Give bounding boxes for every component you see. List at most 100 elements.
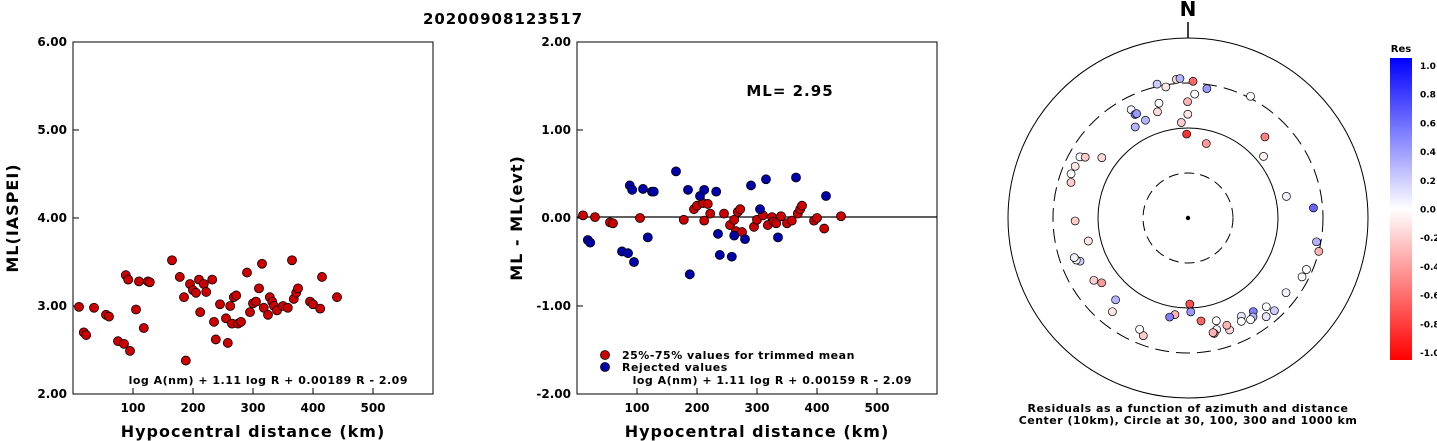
station-point bbox=[1066, 169, 1076, 179]
station-point bbox=[1201, 139, 1211, 148]
data-point bbox=[317, 272, 327, 282]
data-point bbox=[257, 258, 267, 269]
station-point bbox=[1070, 161, 1080, 171]
data-point bbox=[236, 316, 246, 327]
y-tick-label: 0.00 bbox=[541, 211, 571, 225]
station-point bbox=[1153, 107, 1162, 117]
data-point bbox=[174, 272, 185, 282]
y-tick-group: -2.00 -1.00 0.00 1.00 2.00 bbox=[536, 35, 583, 401]
data-point bbox=[623, 248, 633, 259]
data-point bbox=[776, 211, 786, 222]
y-tick-label: 4.00 bbox=[37, 211, 67, 225]
ring-1000km bbox=[1007, 37, 1369, 399]
station-point bbox=[1260, 132, 1270, 142]
data-point bbox=[786, 215, 797, 226]
data-point bbox=[242, 267, 252, 278]
station-point bbox=[1152, 79, 1162, 89]
legend-label-rejected: Rejected values bbox=[622, 361, 728, 374]
station-point bbox=[1261, 312, 1271, 321]
colorbar-tick-label: 0.8 bbox=[1420, 91, 1436, 101]
data-point bbox=[714, 250, 725, 260]
data-point bbox=[231, 290, 242, 301]
station-point bbox=[1135, 324, 1144, 334]
station-point bbox=[1246, 315, 1255, 325]
north-label: N bbox=[1180, 0, 1197, 21]
data-point bbox=[263, 309, 273, 320]
x-tick-label: 200 bbox=[180, 401, 205, 415]
data-point bbox=[812, 213, 822, 223]
station-point bbox=[1222, 320, 1232, 330]
data-point bbox=[746, 180, 756, 191]
data-point bbox=[699, 215, 710, 226]
colorbar-tick-label: -0.8 bbox=[1420, 320, 1437, 330]
data-point bbox=[254, 283, 264, 294]
residual-colorbar: Res 1.0 0.8 0.6 0.4 0.2 0.0 -0.2 -0.4 -0.6 -0.8 -1… bbox=[1390, 44, 1437, 360]
data-point bbox=[293, 283, 303, 294]
data-point bbox=[726, 251, 737, 262]
data-point bbox=[702, 199, 713, 209]
data-point bbox=[225, 301, 236, 311]
station-point bbox=[1069, 253, 1079, 262]
colorbar-tick-label: 1.0 bbox=[1420, 62, 1436, 72]
station-point bbox=[1161, 82, 1171, 92]
data-point bbox=[590, 212, 600, 223]
data-point bbox=[123, 274, 134, 285]
x-tick-label: 300 bbox=[744, 401, 769, 415]
data-point bbox=[74, 301, 84, 312]
station-points bbox=[1066, 74, 1324, 341]
colorbar-tick-label: -0.4 bbox=[1420, 263, 1437, 273]
colorbar-title: Res bbox=[1391, 44, 1411, 55]
y-tick-label: 2.00 bbox=[541, 35, 571, 49]
station-point bbox=[1302, 265, 1311, 274]
y-tick-label: -2.00 bbox=[536, 387, 571, 401]
legend-marker-trimmed bbox=[600, 350, 610, 360]
colorbar-tick-label: 0.4 bbox=[1420, 148, 1436, 158]
data-point bbox=[251, 296, 261, 307]
caption-line-1: Residuals as a function of azimuth and d… bbox=[1028, 402, 1349, 415]
data-point bbox=[678, 214, 689, 225]
data-point bbox=[131, 304, 141, 315]
colorbar-gradient bbox=[1390, 58, 1412, 360]
station-point bbox=[1246, 91, 1255, 101]
station-point bbox=[1097, 278, 1107, 288]
data-point bbox=[315, 303, 326, 314]
data-point bbox=[89, 302, 99, 313]
data-point bbox=[671, 166, 681, 177]
data-point bbox=[144, 277, 155, 288]
data-point bbox=[713, 228, 723, 239]
station-point bbox=[1141, 115, 1150, 125]
data-point bbox=[761, 174, 771, 185]
y-tick-label: 2.00 bbox=[37, 387, 67, 401]
station-point bbox=[1070, 216, 1080, 226]
station-point bbox=[1111, 295, 1120, 305]
data-point bbox=[683, 184, 693, 195]
station-point bbox=[1182, 129, 1192, 139]
x-tick-label: 200 bbox=[684, 401, 709, 415]
data-point bbox=[729, 230, 740, 241]
data-point bbox=[771, 218, 782, 229]
data-point bbox=[210, 334, 221, 345]
x-tick-label: 500 bbox=[360, 401, 385, 415]
ml-annotation: ML= 2.95 bbox=[746, 82, 833, 100]
station-point bbox=[1190, 89, 1200, 99]
legend-marker-rejected bbox=[600, 362, 610, 372]
data-point bbox=[711, 186, 722, 197]
station-point bbox=[1186, 307, 1196, 317]
station-point bbox=[1270, 306, 1279, 316]
data-point bbox=[648, 186, 659, 197]
colorbar-tick-label: -0.6 bbox=[1420, 292, 1437, 302]
data-point bbox=[167, 255, 177, 266]
station-point bbox=[1080, 152, 1090, 162]
data-points bbox=[578, 166, 846, 280]
data-point bbox=[119, 338, 129, 349]
x-tick-label: 300 bbox=[240, 401, 265, 415]
data-point bbox=[836, 211, 846, 222]
y-tick-group: 2.00 3.00 4.00 5.00 6.00 bbox=[37, 35, 79, 401]
ml-residual-panel: -2.00 -1.00 0.00 1.00 2.00 100 200 300 400 500 M… bbox=[507, 35, 938, 441]
colorbar-tick-label: -1.0 bbox=[1420, 349, 1437, 359]
x-tick-label: 400 bbox=[300, 401, 325, 415]
data-point bbox=[642, 232, 653, 243]
data-point bbox=[125, 345, 135, 356]
data-point bbox=[635, 213, 645, 223]
station-point bbox=[1202, 84, 1212, 94]
